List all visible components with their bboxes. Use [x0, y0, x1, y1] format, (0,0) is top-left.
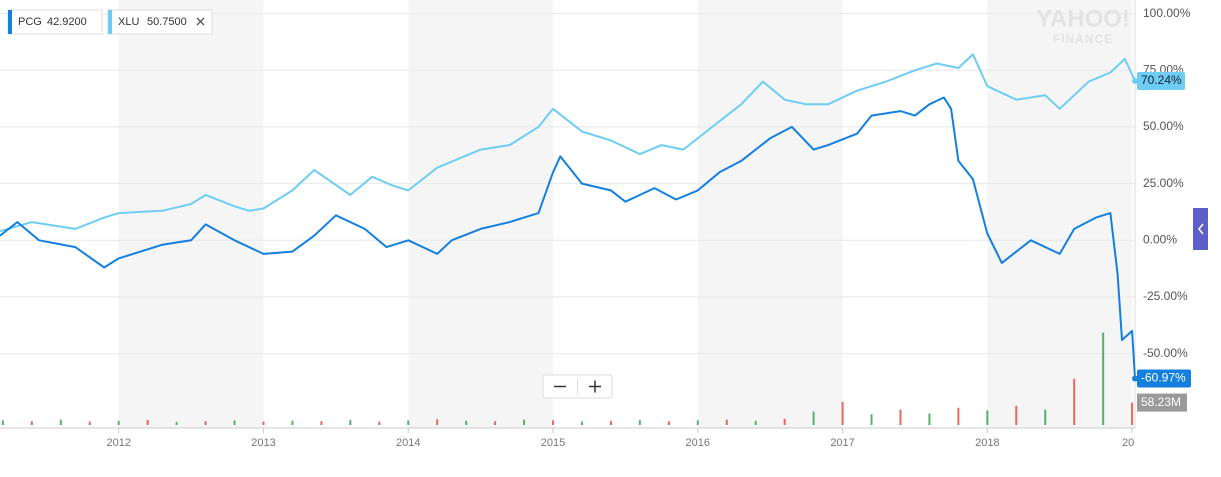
- volume-bar: [523, 419, 526, 425]
- volume-bar: [754, 420, 757, 425]
- legend-price: 50.7500: [147, 16, 187, 28]
- x-tick-label: 20: [1122, 437, 1134, 449]
- volume-bar: [378, 421, 381, 425]
- volume-bar: [783, 418, 786, 425]
- volume-bar: [928, 413, 931, 425]
- volume-bar: [725, 419, 728, 425]
- volume-bar: [1131, 402, 1134, 425]
- y-tick-label: 100.00%: [1143, 6, 1191, 20]
- series-line: [0, 53, 1136, 233]
- volume-bar: [204, 421, 207, 425]
- volume-bar: [465, 420, 468, 425]
- background: [118, 0, 1133, 428]
- volume-pill: [1137, 393, 1187, 412]
- volume-bar: [1, 420, 4, 425]
- legend-swatch: [108, 10, 112, 34]
- legend-swatch: [8, 10, 12, 34]
- series-line: [0, 96, 1136, 379]
- volume-bar: [986, 410, 989, 425]
- end-dot: [1132, 78, 1138, 85]
- volume-bar: [494, 421, 497, 425]
- legend-box: [7, 9, 103, 35]
- volume-bar: [580, 421, 583, 425]
- volume-bar: [841, 401, 844, 425]
- end-label: -60.97%: [1141, 371, 1186, 385]
- end-label: 70.24%: [1141, 73, 1182, 87]
- volume-bar: [899, 409, 902, 425]
- x-tick-label: 2012: [106, 437, 130, 449]
- x-tick-label: 2015: [541, 437, 565, 449]
- volume-bar: [436, 419, 439, 425]
- chevron: [1198, 223, 1204, 235]
- side-button[interactable]: [1193, 208, 1208, 250]
- volume-bar: [696, 420, 699, 425]
- lines: [0, 53, 1136, 379]
- volume-bar: [291, 420, 294, 425]
- labels: -50.00%-25.00%0.00%25.00%50.00%75.00%100…: [7, 6, 1191, 449]
- volume-bar: [407, 420, 410, 425]
- volume-bar: [59, 419, 62, 425]
- x-tick-label: 2013: [251, 437, 275, 449]
- volume-bar: [320, 421, 323, 425]
- year-band: [118, 0, 264, 428]
- end-pill: [1137, 369, 1191, 388]
- watermark: YAHOO!: [1036, 5, 1130, 32]
- x-tick-label: 2018: [975, 437, 999, 449]
- volume-bar: [1102, 332, 1105, 425]
- zoom-control: [542, 374, 613, 399]
- volume-bar: [667, 421, 670, 425]
- legend-close[interactable]: [196, 17, 205, 26]
- volume-bar: [262, 421, 265, 425]
- volume-bar: [870, 414, 873, 425]
- legend-name: PCG: [18, 16, 42, 28]
- side-toggle[interactable]: [1193, 208, 1208, 250]
- volume-bar: [146, 420, 149, 425]
- volume-bar: [349, 420, 352, 425]
- x-tick-label: 2017: [830, 437, 854, 449]
- watermark: FINANCE: [1053, 32, 1113, 46]
- x-tick-label: 2016: [686, 437, 710, 449]
- x-tick-label: 2014: [396, 437, 420, 449]
- legend-box: [107, 9, 213, 35]
- y-tick-label: 50.00%: [1143, 119, 1184, 133]
- volume-bar: [88, 421, 91, 425]
- end-dot: [1132, 375, 1138, 382]
- volume-bar: [609, 420, 612, 425]
- end-pill: [1137, 72, 1185, 91]
- volume-bar: [957, 407, 960, 425]
- y-tick-label: 0.00%: [1143, 232, 1177, 246]
- volume-bar: [552, 420, 555, 425]
- volume-label: 58.23M: [1141, 395, 1181, 409]
- volume-bar: [638, 420, 641, 425]
- volume-bar: [1044, 409, 1047, 425]
- year-band: [697, 0, 843, 428]
- volume-bars: [1, 332, 1134, 425]
- year-band: [408, 0, 554, 428]
- y-tick-label: -50.00%: [1143, 346, 1188, 360]
- volume-bar: [117, 420, 120, 425]
- volume-bar: [175, 421, 178, 425]
- y-tick-label: 25.00%: [1143, 176, 1184, 190]
- volume-bar: [30, 421, 33, 425]
- y-tick-label: -25.00%: [1143, 289, 1188, 303]
- legend-name: XLU: [118, 16, 139, 28]
- volume-bar: [1015, 405, 1018, 425]
- legend-price: 42.9200: [47, 16, 87, 28]
- volume-bar: [233, 420, 236, 425]
- volume-bar: [1073, 378, 1076, 425]
- volume-bar: [812, 411, 815, 425]
